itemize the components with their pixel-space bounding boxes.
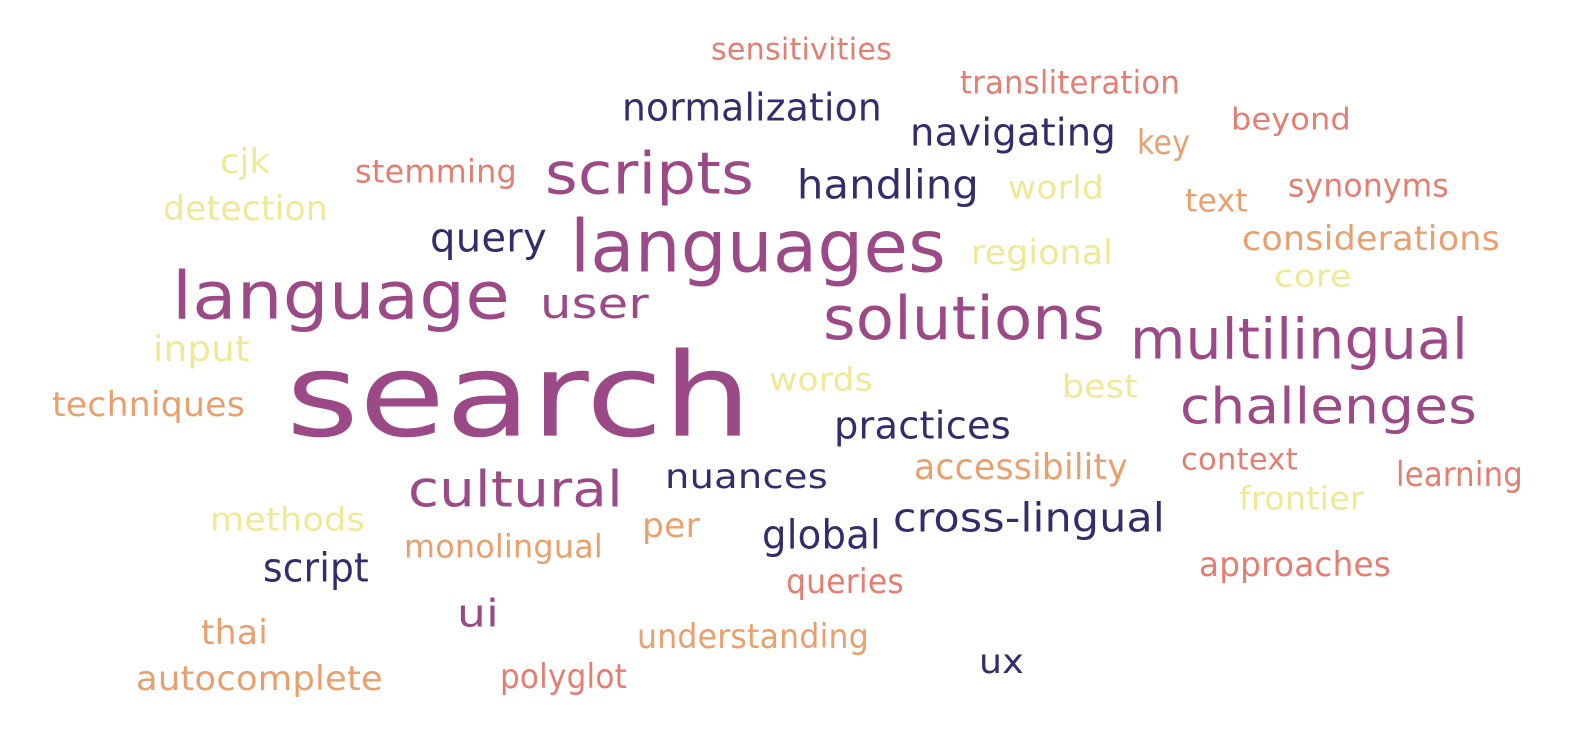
word-search: search [286, 327, 752, 464]
word-multilingual: multilingual [1130, 307, 1469, 373]
word-script: script [263, 545, 370, 593]
word-synonyms: synonyms [1288, 167, 1449, 205]
word-query: query [430, 215, 547, 263]
word-world: world [1008, 169, 1105, 207]
word-ui: ui [457, 591, 499, 636]
word-cjk: cjk [220, 141, 271, 182]
word-sensitivities: sensitivities [711, 32, 892, 68]
word-stemming: stemming [355, 153, 518, 191]
word-learning: learning [1396, 454, 1524, 495]
word-techniques: techniques [52, 384, 245, 425]
word-global: global [762, 512, 881, 560]
word-user: user [540, 278, 650, 329]
word-core: core [1274, 259, 1353, 295]
word-nuances: nuances [665, 456, 829, 497]
word-context: context [1181, 442, 1298, 478]
word-cross-lingual: cross-lingual [893, 495, 1166, 543]
word-text: text [1185, 182, 1249, 220]
word-ux: ux [979, 641, 1024, 682]
word-cultural: cultural [408, 461, 623, 520]
word-accessibility: accessibility [914, 446, 1128, 489]
word-per: per [642, 505, 700, 546]
word-thai: thai [201, 612, 269, 653]
word-words: words [769, 361, 873, 399]
word-frontier: frontier [1239, 480, 1364, 518]
word-autocomplete: autocomplete [136, 658, 383, 699]
word-monolingual: monolingual [404, 528, 604, 566]
word-handling: handling [797, 162, 979, 210]
word-best: best [1062, 368, 1139, 406]
word-understanding: understanding [637, 616, 869, 657]
word-methods: methods [210, 501, 366, 539]
word-solutions: solutions [823, 284, 1105, 354]
word-challenges: challenges [1180, 378, 1478, 437]
word-considerations: considerations [1242, 218, 1501, 259]
word-normalization: normalization [622, 85, 882, 130]
word-navigating: navigating [910, 110, 1117, 155]
word-queries: queries [786, 561, 905, 602]
word-languages: languages [570, 205, 947, 289]
word-detection: detection [163, 188, 328, 229]
word-input: input [153, 328, 250, 371]
word-beyond: beyond [1231, 102, 1351, 138]
word-transliteration: transliteration [960, 64, 1180, 102]
word-key: key [1137, 122, 1190, 163]
word-practices: practices [834, 403, 1012, 448]
word-language: language [172, 258, 511, 335]
word-scripts: scripts [545, 140, 755, 208]
word-regional: regional [971, 232, 1113, 273]
word-approaches: approaches [1199, 544, 1392, 585]
word-polyglot: polyglot [500, 656, 628, 697]
